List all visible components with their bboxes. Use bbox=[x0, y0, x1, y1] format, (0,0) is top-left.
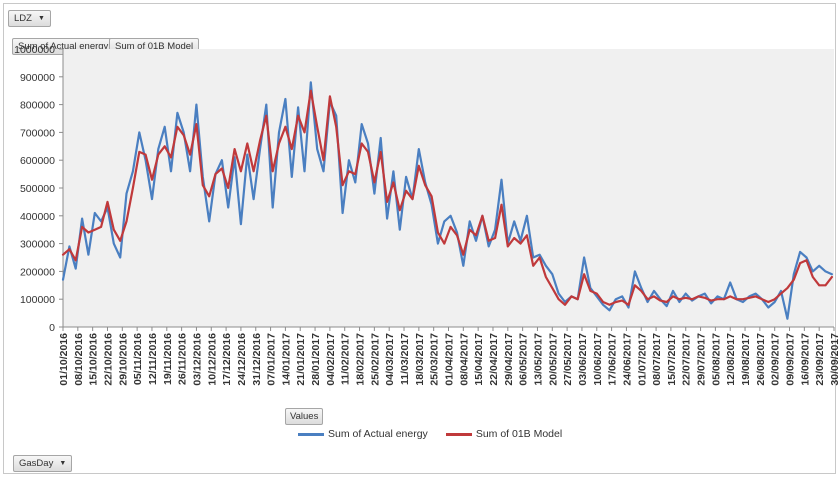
x-tick-label: 05/08/2017 bbox=[710, 333, 722, 386]
x-tick-label: 01/10/2016 bbox=[58, 333, 70, 386]
chart-legend: Sum of Actual energy Sum of 01B Model bbox=[298, 428, 562, 440]
x-tick-label: 17/12/2016 bbox=[221, 333, 233, 386]
y-tick-label: 500000 bbox=[20, 183, 55, 195]
x-tick-label: 08/04/2017 bbox=[458, 333, 470, 386]
series-line-01b-model bbox=[61, 89, 834, 306]
y-tick-label: 0 bbox=[49, 322, 55, 334]
x-tick-label: 05/11/2016 bbox=[132, 333, 144, 385]
ldz-filter-dropdown[interactable]: LDZ ▼ bbox=[8, 10, 51, 27]
legend-swatch-actual bbox=[298, 432, 324, 436]
x-tick-label: 15/10/2016 bbox=[88, 333, 100, 386]
x-tick-label: 18/03/2017 bbox=[414, 333, 426, 386]
x-tick-label: 22/10/2016 bbox=[102, 333, 114, 386]
x-tick-label: 03/12/2016 bbox=[191, 333, 203, 386]
x-tick-label: 07/01/2017 bbox=[266, 333, 278, 386]
x-tick-label: 04/03/2017 bbox=[384, 333, 396, 386]
series-line-actual-energy bbox=[61, 81, 834, 320]
x-tick-label: 10/12/2016 bbox=[206, 333, 218, 386]
plot-area bbox=[63, 49, 834, 327]
x-tick-label: 28/01/2017 bbox=[310, 333, 322, 386]
x-tick-label: 29/10/2016 bbox=[117, 333, 129, 386]
x-tick-label: 22/07/2017 bbox=[681, 333, 693, 386]
x-tick-label: 08/07/2017 bbox=[651, 333, 663, 386]
actual-energy-field-label: Sum of Actual energy bbox=[18, 41, 109, 52]
x-tick-label: 04/02/2017 bbox=[325, 333, 337, 386]
x-tick-label: 03/06/2017 bbox=[577, 333, 589, 386]
x-tick-label: 17/06/2017 bbox=[607, 333, 619, 386]
x-tick-label: 08/10/2016 bbox=[73, 333, 85, 386]
x-tick-label: 15/04/2017 bbox=[473, 333, 485, 386]
x-tick-label: 19/08/2017 bbox=[740, 333, 752, 386]
y-tick-label: 1000000 bbox=[14, 44, 55, 56]
legend-swatch-model bbox=[445, 432, 472, 436]
x-tick-label: 29/04/2017 bbox=[503, 333, 515, 386]
dropdown-arrow-icon: ▼ bbox=[37, 15, 45, 22]
x-tick-label: 11/02/2017 bbox=[340, 333, 352, 385]
chart-frame bbox=[3, 3, 836, 474]
x-tick-label: 25/02/2017 bbox=[369, 333, 381, 386]
x-tick-label: 01/07/2017 bbox=[636, 333, 648, 386]
x-tick-label: 02/09/2017 bbox=[770, 333, 782, 386]
x-tick-label: 11/03/2017 bbox=[399, 333, 411, 385]
x-tick-label: 06/05/2017 bbox=[518, 333, 530, 386]
x-tick-label: 15/07/2017 bbox=[666, 333, 678, 386]
x-tick-label: 12/08/2017 bbox=[725, 333, 737, 386]
x-tick-label: 14/01/2017 bbox=[280, 333, 292, 386]
x-tick-label: 21/01/2017 bbox=[295, 333, 307, 386]
gasday-field-label: GasDay bbox=[19, 458, 54, 469]
legend-label-actual: Sum of Actual energy bbox=[328, 428, 428, 440]
x-tick-label: 27/05/2017 bbox=[562, 333, 574, 386]
values-field-button[interactable]: Values bbox=[285, 408, 324, 425]
x-tick-label: 18/02/2017 bbox=[355, 333, 367, 386]
dropdown-arrow-icon: ▼ bbox=[59, 460, 67, 467]
ldz-filter-label: LDZ bbox=[14, 13, 32, 24]
legend-item-actual: Sum of Actual energy bbox=[298, 428, 428, 440]
x-tick-label: 29/07/2017 bbox=[696, 333, 708, 386]
x-tick-label: 10/06/2017 bbox=[592, 333, 604, 386]
x-tick-label: 16/09/2017 bbox=[799, 333, 811, 386]
x-tick-label: 20/05/2017 bbox=[547, 333, 559, 386]
x-tick-label: 13/05/2017 bbox=[532, 333, 544, 386]
x-tick-label: 24/06/2017 bbox=[621, 333, 633, 386]
x-tick-label: 22/04/2017 bbox=[488, 333, 500, 386]
x-tick-label: 01/04/2017 bbox=[444, 333, 456, 386]
values-field-label: Values bbox=[290, 411, 319, 422]
y-tick-label: 600000 bbox=[20, 155, 55, 167]
x-tick-label: 31/12/2016 bbox=[251, 333, 263, 386]
y-tick-label: 200000 bbox=[20, 266, 55, 278]
x-tick-label: 24/12/2016 bbox=[236, 333, 248, 386]
x-tick-label: 30/09/2017 bbox=[829, 333, 839, 386]
x-tick-label: 09/09/2017 bbox=[785, 333, 797, 386]
x-tick-label: 19/11/2016 bbox=[162, 333, 174, 385]
x-tick-label: 26/11/2016 bbox=[177, 333, 189, 385]
y-tick-label: 400000 bbox=[20, 211, 55, 223]
y-tick-label: 900000 bbox=[20, 72, 55, 84]
y-tick-label: 100000 bbox=[20, 294, 55, 306]
legend-label-model: Sum of 01B Model bbox=[475, 428, 563, 440]
y-tick-label: 700000 bbox=[20, 127, 55, 139]
y-tick-label: 300000 bbox=[20, 239, 55, 251]
gasday-field-dropdown[interactable]: GasDay ▼ bbox=[13, 455, 73, 472]
legend-item-model: Sum of 01B Model bbox=[445, 428, 563, 440]
x-tick-label: 23/09/2017 bbox=[814, 333, 826, 386]
x-tick-label: 12/11/2016 bbox=[147, 333, 159, 385]
y-tick-label: 800000 bbox=[20, 100, 55, 112]
x-tick-label: 26/08/2017 bbox=[755, 333, 767, 386]
model-field-label: Sum of 01B Model bbox=[115, 41, 194, 52]
x-tick-label: 25/03/2017 bbox=[429, 333, 441, 386]
